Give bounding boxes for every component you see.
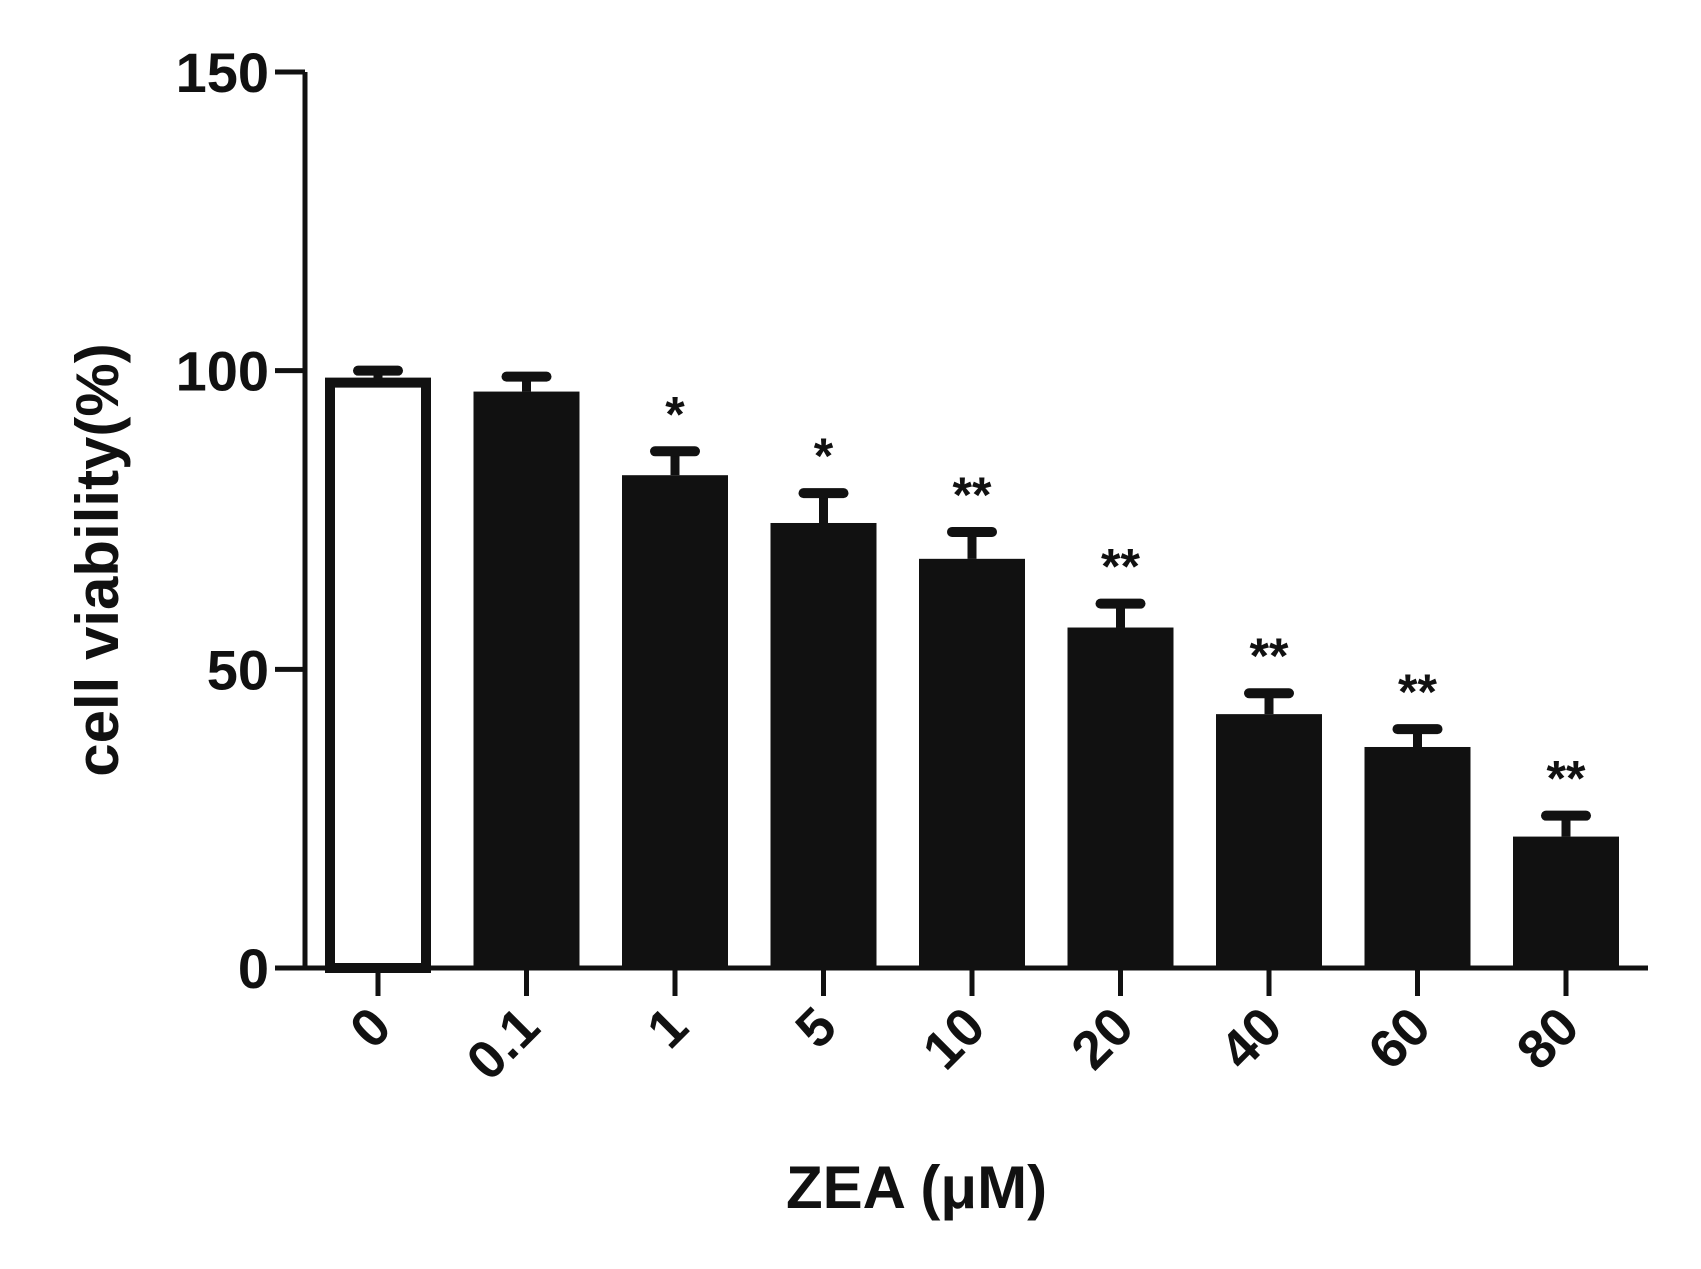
significance-label: ** [1547,751,1586,807]
bar [473,391,580,968]
x-tick-label: 10 [912,996,997,1081]
bar [770,522,877,968]
y-tick-label: 0 [238,937,269,1000]
significance-label: ** [1101,539,1140,595]
x-tick-label: 20 [1060,996,1145,1081]
x-tick-label: 80 [1506,996,1591,1081]
bar [919,558,1025,968]
significance-label: * [665,386,685,442]
x-tick-label: 60 [1357,996,1442,1081]
bar [325,377,431,973]
y-tick-label: 100 [176,340,269,403]
y-tick-label: 150 [176,41,269,104]
y-tick-label: 50 [207,638,269,701]
bar [1513,836,1619,968]
x-axis-title: ZEA (μM) [786,1154,1047,1221]
significance-label: ** [953,467,992,523]
error-bars [353,365,1591,837]
y-axis-title: cell viability(%) [64,343,131,776]
x-tick-label: 40 [1209,996,1294,1081]
bar [1364,746,1471,968]
bars [325,377,1619,973]
bar [622,475,728,968]
x-tick-label: 0 [339,996,403,1060]
bar [1216,714,1322,968]
significance-markers: ************ [665,386,1586,806]
significance-label: ** [1250,628,1289,684]
x-tick-label: 1 [636,996,700,1060]
significance-label: * [814,428,834,484]
x-tick-label: 5 [784,996,848,1060]
significance-label: ** [1398,664,1437,720]
x-tick-label: 0.1 [455,996,551,1092]
bar [1067,627,1174,968]
